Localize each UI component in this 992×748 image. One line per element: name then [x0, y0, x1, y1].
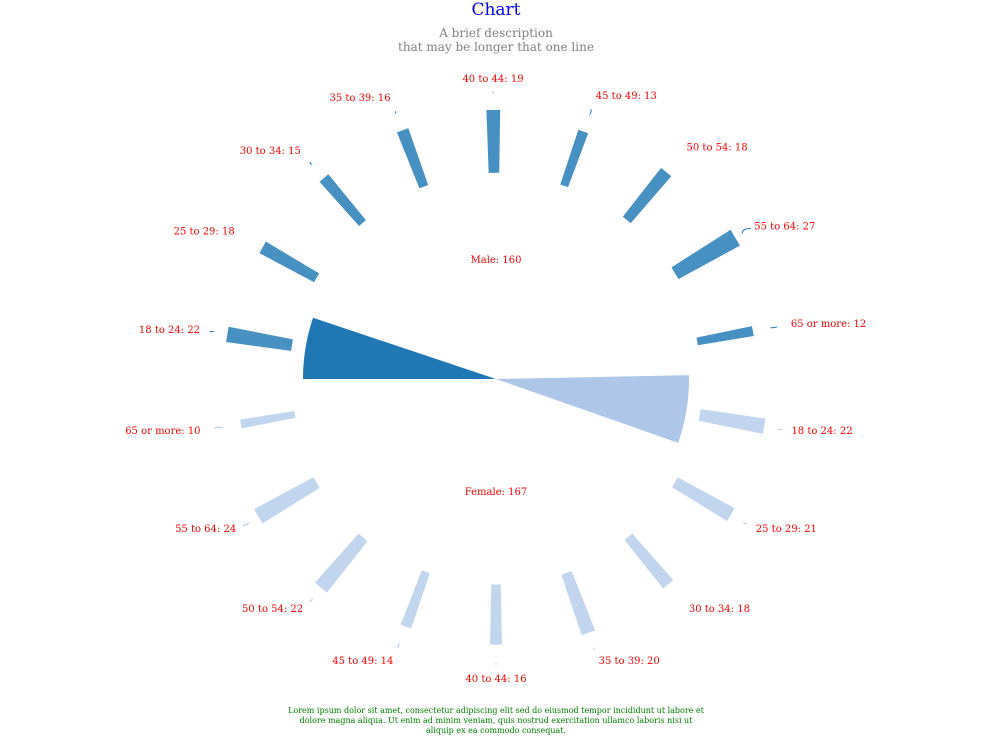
category-label-female-1: 25 to 29: 21 [756, 524, 817, 535]
category-bar-female-1 [672, 477, 735, 522]
group-slice-male [303, 317, 496, 379]
leader-line-male-3 [395, 111, 397, 114]
chart-subtitle: A brief description that may be longer t… [0, 26, 992, 54]
category-label-male-3: 35 to 39: 16 [329, 93, 390, 104]
leader-line-male-0 [209, 330, 215, 333]
category-label-male-4: 40 to 44: 19 [462, 74, 523, 85]
leader-line-female-1 [743, 521, 747, 525]
category-label-male-0: 18 to 24: 22 [139, 325, 200, 336]
category-label-male-8: 65 or more: 12 [791, 319, 866, 330]
category-bar-male-8 [696, 326, 754, 346]
category-bar-female-6 [315, 533, 368, 593]
category-label-female-2: 30 to 34: 18 [689, 604, 750, 615]
category-label-male-5: 45 to 49: 13 [596, 91, 657, 102]
category-label-male-6: 50 to 54: 18 [687, 142, 748, 153]
category-label-female-8: 65 or more: 10 [125, 426, 200, 437]
category-bar-female-3 [561, 571, 596, 636]
category-bar-male-7 [671, 229, 740, 280]
category-bar-male-6 [622, 167, 672, 224]
category-bar-male-3 [396, 128, 429, 189]
category-label-female-3: 35 to 39: 20 [599, 656, 660, 667]
leader-line-female-8 [213, 426, 224, 429]
subtitle-line-1: A brief description [439, 26, 553, 40]
category-bar-male-0 [226, 326, 293, 351]
category-label-male-1: 25 to 29: 18 [174, 227, 235, 238]
leader-line-female-6 [309, 598, 313, 602]
group-slice-female [496, 375, 689, 443]
category-bar-female-5 [400, 570, 430, 629]
subtitle-line-2: that may be longer that one line [398, 40, 594, 54]
category-label-female-7: 55 to 64: 24 [175, 524, 236, 535]
category-bar-male-4 [486, 109, 501, 173]
category-bar-male-5 [560, 129, 589, 188]
category-label-female-5: 45 to 49: 14 [332, 656, 393, 667]
leader-line-female-7 [242, 521, 249, 526]
category-bar-female-0 [698, 409, 766, 434]
category-bar-male-1 [259, 241, 320, 283]
category-bar-female-7 [254, 477, 320, 524]
category-bar-male-2 [319, 174, 366, 226]
leader-line-female-5 [397, 643, 400, 648]
category-bar-female-8 [240, 410, 296, 429]
group-label-male: Male: 160 [471, 255, 522, 266]
category-label-male-7: 55 to 64: 27 [754, 221, 815, 232]
category-label-female-6: 50 to 54: 22 [242, 604, 303, 615]
group-label-female: Female: 167 [465, 487, 528, 498]
footer-note: Lorem ipsum dolor sit amet, consectetur … [288, 706, 704, 735]
leader-line-male-7 [741, 227, 751, 234]
chart-title: Chart [471, 0, 521, 20]
category-label-female-0: 18 to 24: 22 [791, 426, 852, 437]
leader-line-male-8 [770, 326, 778, 329]
category-label-female-4: 40 to 44: 16 [465, 674, 526, 685]
category-bar-female-2 [624, 533, 674, 589]
leader-line-male-2 [309, 161, 313, 165]
category-bar-female-4 [489, 584, 503, 645]
category-label-male-2: 30 to 34: 15 [240, 146, 301, 157]
leader-line-female-3 [593, 647, 595, 651]
leader-line-male-5 [589, 109, 592, 116]
leader-line-female-0 [777, 428, 783, 430]
